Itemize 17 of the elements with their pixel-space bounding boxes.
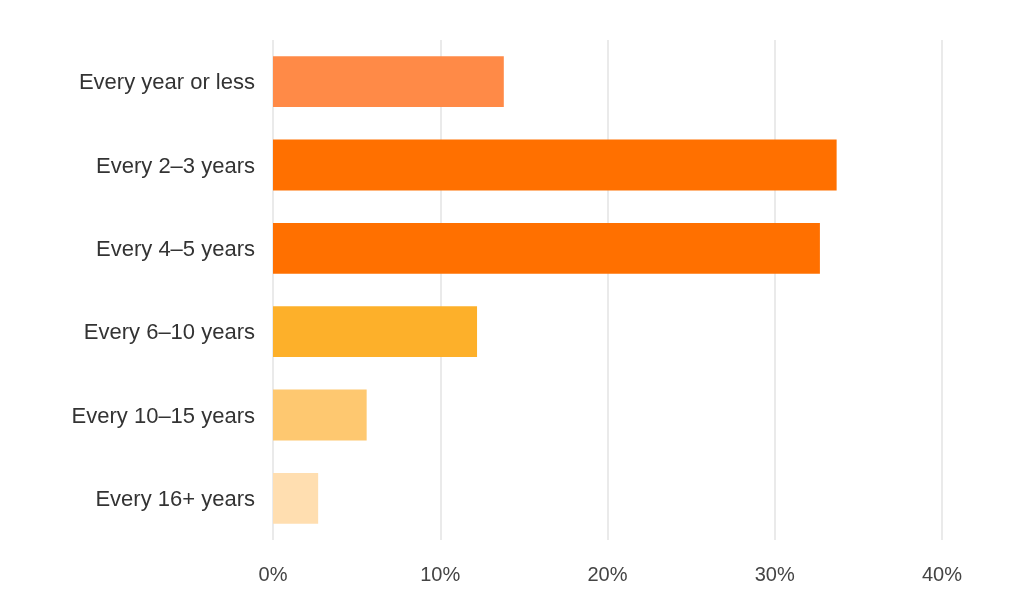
bar xyxy=(273,389,367,441)
bar xyxy=(273,306,478,358)
y-tick-label: Every 2–3 years xyxy=(96,152,255,178)
bar xyxy=(273,56,504,108)
y-tick-label: Every 10–15 years xyxy=(71,402,255,428)
y-tick-label: Every year or less xyxy=(78,69,255,95)
y-tick-label: Every 6–10 years xyxy=(83,319,255,345)
x-tick-label: 0% xyxy=(258,563,288,585)
y-tick-label: Every 16+ years xyxy=(95,485,255,511)
x-tick-label: 10% xyxy=(420,563,461,585)
x-tick-label: 20% xyxy=(587,563,628,585)
x-tick-label: 40% xyxy=(921,563,963,585)
bar xyxy=(273,139,837,191)
y-tick-label: Every 4–5 years xyxy=(96,235,255,261)
bar xyxy=(273,222,820,274)
x-tick-label: 30% xyxy=(754,563,795,585)
bar xyxy=(273,472,319,524)
